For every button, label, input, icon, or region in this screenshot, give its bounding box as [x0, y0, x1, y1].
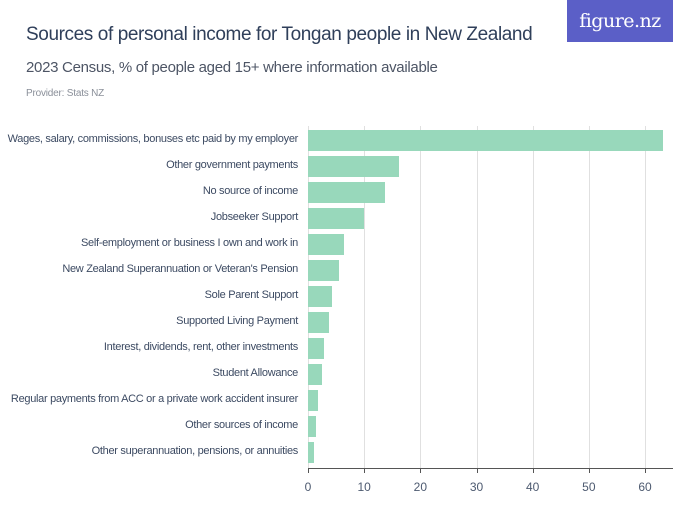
bar[interactable]: [308, 208, 365, 229]
provider-text: Provider: Stats NZ: [26, 88, 105, 99]
category-label: No source of income: [202, 185, 298, 197]
x-tick: [588, 468, 590, 473]
figure-nz-logo[interactable]: figure.nz: [567, 0, 673, 42]
bar[interactable]: [308, 416, 317, 437]
bar[interactable]: [308, 260, 339, 281]
gridline: [588, 126, 590, 468]
category-label: Jobseeker Support: [210, 211, 299, 223]
bar[interactable]: [308, 234, 344, 255]
bar[interactable]: [308, 286, 333, 307]
bar[interactable]: [308, 156, 399, 177]
x-tick-label: 40: [525, 480, 540, 494]
x-tick-label: 10: [357, 480, 371, 494]
category-label: Other government payments: [166, 159, 298, 171]
bar[interactable]: [308, 338, 324, 359]
category-label: Student Allowance: [212, 367, 299, 379]
x-axis: [308, 468, 673, 469]
chart-title: Sources of personal income for Tongan pe…: [26, 24, 533, 45]
x-tick: [532, 468, 534, 473]
bar[interactable]: [308, 182, 385, 203]
category-label: New Zealand Superannuation or Veteran's …: [62, 263, 298, 275]
plot-area: [308, 126, 673, 468]
category-label: Self-employment or business I own and wo…: [81, 237, 298, 249]
gridline: [532, 126, 534, 468]
bar[interactable]: [308, 312, 329, 333]
chart-subtitle: 2023 Census, % of people aged 15+ where …: [26, 59, 438, 76]
x-tick: [420, 468, 422, 473]
category-label: Wages, salary, commissions, bonuses etc …: [7, 133, 299, 145]
x-tick-label: 50: [582, 480, 596, 494]
category-label: Interest, dividends, rent, other investm…: [103, 341, 298, 353]
gridline: [476, 126, 478, 468]
bar[interactable]: [308, 442, 314, 463]
category-label: Regular payments from ACC or a private w…: [10, 393, 298, 405]
category-label: Other superannuation, pensions, or annui…: [91, 445, 299, 457]
bar[interactable]: [308, 130, 663, 151]
x-tick-label: 0: [304, 480, 312, 494]
gridline: [364, 126, 366, 468]
gridline: [645, 126, 646, 468]
bar[interactable]: [308, 364, 323, 385]
category-label: Other sources of income: [185, 419, 298, 431]
bar[interactable]: [308, 390, 319, 411]
x-tick: [476, 468, 478, 473]
x-tick-label: 60: [638, 480, 652, 494]
x-tick: [645, 468, 646, 473]
gridline: [420, 126, 422, 468]
category-label: Sole Parent Support: [204, 289, 299, 301]
category-label: Supported Living Payment: [176, 315, 298, 327]
x-tick: [364, 468, 366, 473]
x-tick-label: 30: [469, 480, 484, 494]
x-tick: [308, 468, 309, 473]
x-tick-label: 20: [413, 480, 428, 494]
